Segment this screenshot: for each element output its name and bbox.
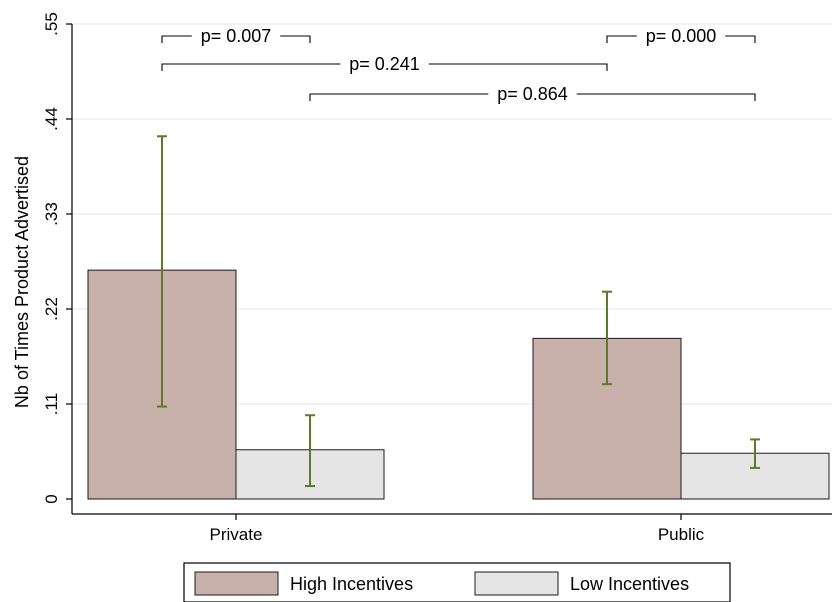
legend-swatch-low-incentives [474, 571, 559, 596]
y-tick-label: .11 [42, 393, 61, 415]
legend-label-low-incentives: Low Incentives [570, 574, 689, 594]
bars [87, 269, 830, 500]
p-value-bracket: p= 0.000 [606, 26, 756, 46]
bracket-left [161, 35, 192, 43]
error-bars [157, 135, 760, 488]
error-bar [750, 438, 760, 469]
bracket-right [725, 35, 756, 43]
p-value-bracket: p= 0.864 [309, 84, 756, 104]
y-tick-label: .44 [42, 107, 61, 131]
bracket-left [161, 63, 341, 71]
legend-swatch-high-incentives [194, 571, 279, 596]
error-bar [602, 290, 612, 386]
p-value-bracket: p= 0.007 [161, 26, 311, 46]
bracket-right [428, 63, 608, 71]
p-value-label: p= 0.007 [201, 26, 272, 46]
y-axis-title: Nb of Times Product Advertised [12, 156, 32, 408]
y-tick-label: .33 [42, 202, 61, 226]
bar-public-high [532, 337, 682, 500]
bracket-left [309, 93, 489, 101]
p-value-bracket: p= 0.241 [161, 54, 608, 74]
axes: 0 .11 .22 .33 .44 .55 Private Public [42, 12, 832, 544]
bracket-right [576, 93, 756, 101]
y-tick-label: .55 [42, 12, 61, 36]
x-tick-label-private: Private [210, 525, 263, 544]
bracket-right [280, 35, 311, 43]
p-value-label: p= 0.000 [646, 26, 717, 46]
p-value-label: p= 0.241 [349, 54, 420, 74]
y-tick-label: .22 [42, 297, 61, 321]
legend: High Incentives Low Incentives [183, 562, 731, 602]
legend-label-high-incentives: High Incentives [290, 574, 413, 594]
x-tick-label-public: Public [658, 525, 705, 544]
error-bar [157, 135, 167, 408]
p-value-label: p= 0.864 [497, 84, 568, 104]
bracket-left [606, 35, 637, 43]
error-bar [305, 414, 315, 488]
y-tick-label: 0 [42, 494, 61, 503]
p-value-annotations: p= 0.007 p= 0.241 p= 0.864 p= 0.000 [161, 26, 756, 104]
